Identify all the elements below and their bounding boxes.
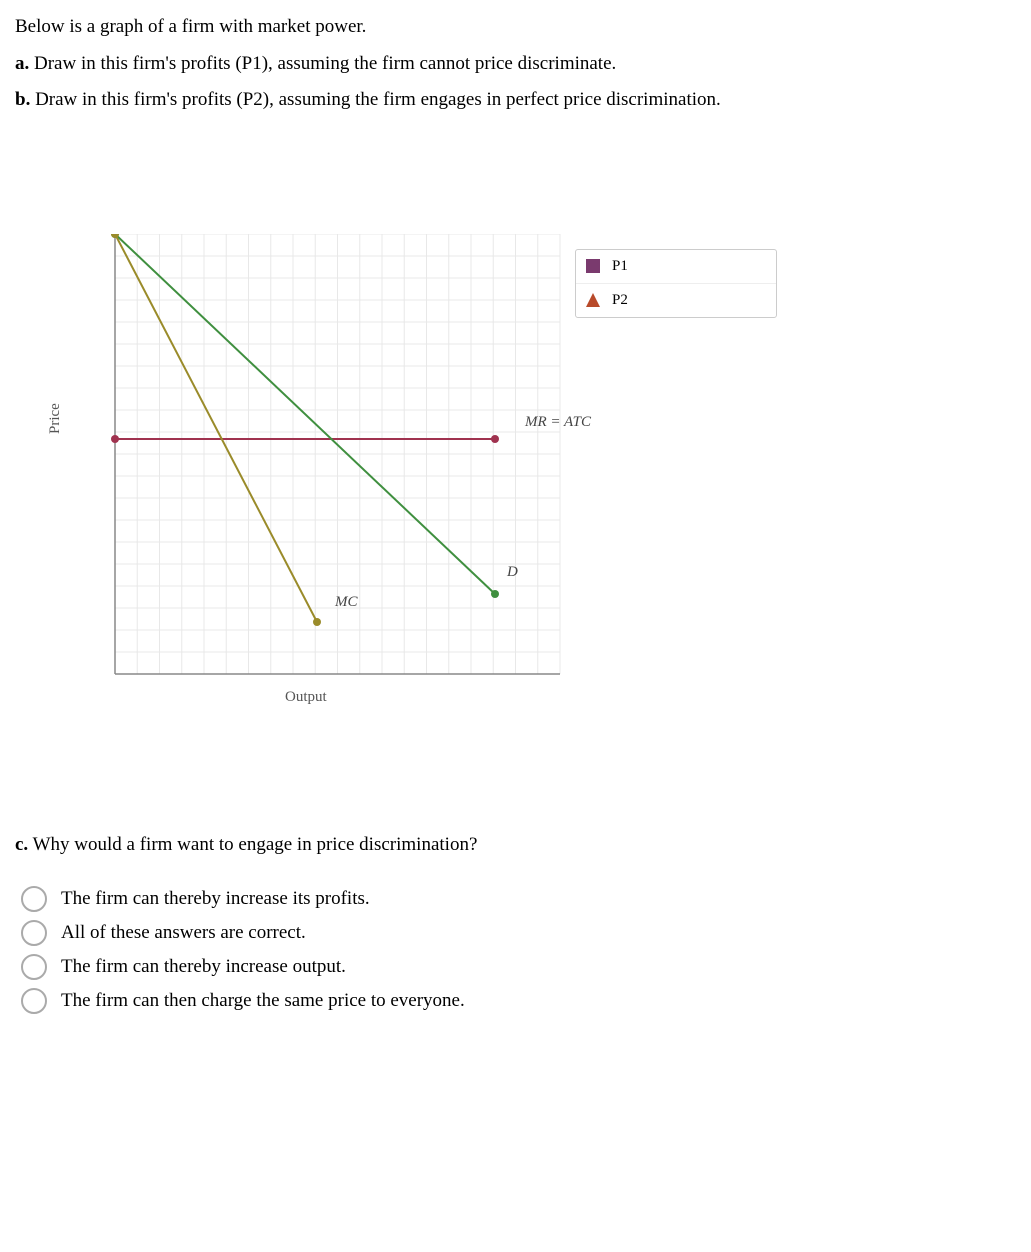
part-c-label: c. (15, 834, 28, 855)
part-a: a. Draw in this firm's profits (P1), ass… (15, 51, 1016, 78)
part-c-text: Why would a firm want to engage in price… (28, 834, 477, 855)
radio-icon[interactable] (21, 954, 47, 980)
options-group: The firm can thereby increase its profit… (21, 886, 1016, 1014)
legend: P1 P2 (575, 249, 777, 318)
option-label: The firm can thereby increase output. (61, 956, 346, 978)
part-c: c. Why would a firm want to engage in pr… (15, 834, 1016, 856)
option-label: The firm can thereby increase its profit… (61, 888, 370, 910)
part-b-text: Draw in this firm's profits (P2), assumi… (30, 89, 720, 110)
option-label: All of these answers are correct. (61, 922, 306, 944)
p2-label: P2 (612, 292, 628, 309)
option-row[interactable]: All of these answers are correct. (21, 920, 1016, 946)
chart-area: Price Output MR = ATC D MC P1 P2 (75, 234, 825, 714)
p1-label: P1 (612, 258, 628, 275)
p2-swatch (586, 293, 600, 307)
option-row[interactable]: The firm can thereby increase its profit… (21, 886, 1016, 912)
radio-icon[interactable] (21, 988, 47, 1014)
d-label: D (507, 564, 518, 581)
chart-svg[interactable] (75, 234, 565, 679)
part-b-label: b. (15, 89, 30, 110)
legend-p2[interactable]: P2 (576, 284, 776, 317)
option-row[interactable]: The firm can then charge the same price … (21, 988, 1016, 1014)
mr-atc-label: MR = ATC (525, 414, 591, 431)
radio-icon[interactable] (21, 920, 47, 946)
intro: Below is a graph of a firm with market p… (15, 16, 366, 37)
intro-text: Below is a graph of a firm with market p… (15, 14, 1016, 41)
radio-icon[interactable] (21, 886, 47, 912)
part-b: b. Draw in this firm's profits (P2), ass… (15, 87, 1016, 114)
x-axis-label: Output (285, 689, 327, 706)
legend-p1[interactable]: P1 (576, 250, 776, 284)
mc-label: MC (335, 594, 358, 611)
y-axis-label: Price (47, 403, 64, 434)
p1-swatch (586, 259, 600, 273)
option-row[interactable]: The firm can thereby increase output. (21, 954, 1016, 980)
part-a-text: Draw in this firm's profits (P1), assumi… (29, 53, 616, 74)
option-label: The firm can then charge the same price … (61, 990, 465, 1012)
part-a-label: a. (15, 53, 29, 74)
